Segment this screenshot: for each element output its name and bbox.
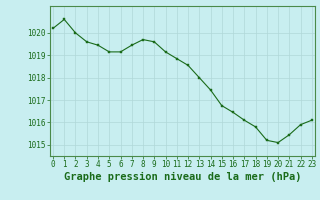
X-axis label: Graphe pression niveau de la mer (hPa): Graphe pression niveau de la mer (hPa): [64, 172, 301, 182]
